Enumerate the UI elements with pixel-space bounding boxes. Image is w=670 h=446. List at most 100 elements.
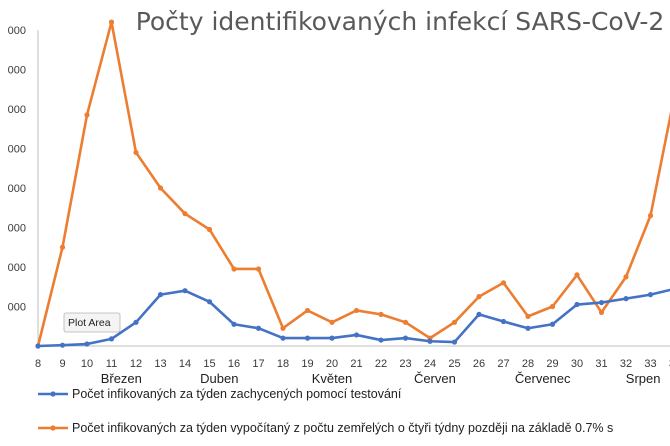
y-tick-label: 000 (8, 104, 26, 116)
series-2-point (378, 311, 384, 317)
x-tick-label: 33 (644, 358, 656, 370)
month-label: Březen (101, 371, 142, 386)
series-2-point (182, 211, 188, 217)
series-2-point (525, 313, 531, 319)
x-tick-label: 31 (595, 358, 607, 370)
series-1-point (427, 338, 433, 344)
x-tick-label: 17 (252, 358, 264, 370)
x-tick-label: 12 (130, 358, 142, 370)
series-1-point (623, 296, 629, 302)
series-1-point (574, 301, 580, 308)
series-1-point (84, 341, 90, 347)
series-line-1 (36, 288, 670, 348)
x-tick-label: 10 (81, 358, 93, 370)
legend-label-2: Počet infikovaných za týden vypočítaný z… (72, 421, 613, 435)
series-2-point (133, 149, 139, 156)
tooltip-box (63, 312, 121, 333)
series-2-point (304, 307, 311, 314)
chart-title: Počty identifikovaných infekcí SARS-CoV-… (136, 7, 665, 36)
x-tick-label: 20 (326, 358, 338, 370)
y-tick-label: 000 (8, 223, 26, 235)
x-tick-label: 16 (228, 358, 240, 370)
month-label: Červenec (515, 371, 571, 386)
series-2-point (329, 319, 335, 325)
series-2-point (500, 280, 507, 286)
series-1-point (647, 292, 654, 298)
y-tick-label: 000 (8, 25, 26, 37)
x-tick-label: 24 (424, 358, 436, 370)
series-2-point (280, 325, 286, 331)
series-1-point (500, 318, 507, 325)
series-2-point (231, 266, 237, 272)
series-1-point (231, 321, 237, 327)
series-2-point (647, 213, 654, 219)
y-tick-label: 000 (8, 183, 26, 195)
legend-marker-1 (50, 391, 56, 397)
month-label: Červen (414, 371, 456, 386)
series-1-point (402, 335, 409, 341)
tooltip-label: Plot Area (68, 317, 111, 329)
month-label: Květen (312, 371, 352, 386)
series-1-point (598, 299, 605, 306)
series-2-point (353, 307, 360, 314)
series-1-point (378, 337, 384, 343)
x-tick-label: 13 (154, 358, 166, 370)
legend-marker-2 (50, 425, 56, 431)
series-1-point (549, 321, 556, 327)
y-tick-label: 000 (8, 262, 26, 274)
x-tick-label: 25 (448, 358, 460, 370)
month-labels: Březen Duben Květen Červen Červenec Srpen (101, 371, 661, 386)
x-tick-label: 32 (620, 358, 632, 370)
x-tick-label: 34 (669, 358, 670, 370)
series-1-point (304, 335, 311, 341)
x-tick-label: 21 (350, 358, 362, 370)
series-1-point (255, 325, 262, 331)
x-tick-label: 18 (277, 358, 289, 370)
x-tick-label: 29 (546, 358, 558, 370)
x-tick-label: 15 (203, 358, 215, 370)
series-1-point (108, 336, 115, 342)
month-label: Srpen (626, 371, 661, 386)
legend: Počet infikovaných za týden zachycených … (38, 387, 613, 435)
series-1-point (525, 325, 531, 331)
series-2-point (623, 274, 629, 280)
series-2-point (598, 309, 605, 316)
x-tick-label: 26 (473, 358, 485, 370)
legend-label-1: Počet infikovaných za týden zachycených … (72, 387, 402, 401)
series-2-point (402, 319, 409, 325)
series-2-point (206, 226, 213, 233)
x-tick-label: 11 (106, 358, 117, 370)
y-tick-label: 000 (8, 65, 26, 77)
y-tick-label: 000 (8, 144, 26, 156)
series-1-point (280, 335, 286, 341)
series-1-point (353, 332, 360, 338)
series-2-point (549, 303, 556, 310)
x-tick-label: 19 (301, 358, 313, 370)
series-1-point (206, 299, 213, 305)
x-tick-label: 30 (571, 358, 583, 370)
series-2-point (59, 244, 66, 250)
x-tick-label: 28 (522, 358, 534, 370)
x-tick-label: 23 (399, 358, 411, 370)
series-1-point (451, 339, 458, 345)
series-1-point (157, 292, 164, 298)
series-2-point (84, 112, 90, 118)
series-1-point (329, 335, 335, 341)
series-1-point (35, 343, 41, 349)
x-axis-tick-labels: 8 9 10 11 12 13 14 15 16 17 18 19 20 21 22 23 24 25 26 27 28… (35, 358, 670, 370)
y-tick-label: 000 (8, 302, 26, 314)
series-line-2 (36, 20, 670, 348)
series-1-point (182, 288, 188, 294)
series-1-point (133, 319, 139, 325)
series-2-point (451, 319, 458, 325)
series-2-point (255, 266, 262, 272)
series-2-point (157, 185, 164, 191)
x-tick-label: 9 (59, 358, 65, 370)
series-2-point (108, 19, 115, 25)
x-tick-label: 14 (179, 358, 191, 370)
series-1-point (476, 311, 482, 317)
series-1-point (59, 342, 66, 348)
plot-area-tooltip: Plot Area (63, 312, 121, 333)
y-axis-tick-labels: 000 000 000 000 000 000 000 000 (8, 25, 26, 314)
